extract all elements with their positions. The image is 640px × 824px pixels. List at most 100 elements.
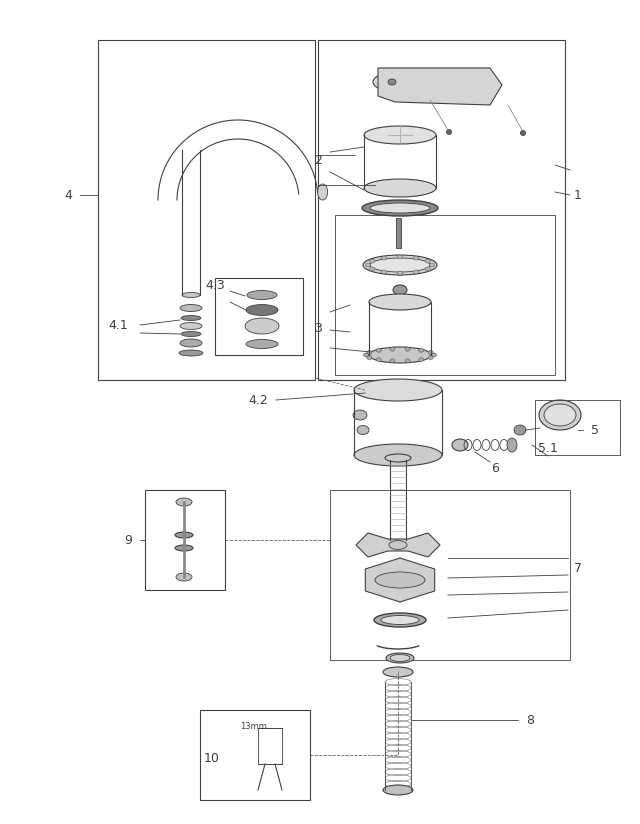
Ellipse shape [376,358,381,362]
Ellipse shape [425,267,430,271]
Ellipse shape [364,353,369,357]
Ellipse shape [181,331,201,336]
Ellipse shape [180,305,202,311]
Ellipse shape [447,129,451,134]
Ellipse shape [376,349,381,353]
Text: 1: 1 [574,189,582,202]
Ellipse shape [364,126,436,144]
Ellipse shape [428,350,433,354]
Ellipse shape [367,356,372,359]
Text: 4.3: 4.3 [205,279,225,292]
Ellipse shape [367,350,372,354]
Text: 2: 2 [314,153,322,166]
Text: 8: 8 [526,714,534,727]
Text: 5.1: 5.1 [538,442,558,455]
Ellipse shape [425,259,430,263]
Ellipse shape [179,350,203,356]
Ellipse shape [393,285,407,295]
Ellipse shape [514,425,526,435]
Ellipse shape [354,379,442,401]
Ellipse shape [388,79,396,85]
Text: 4: 4 [64,189,72,202]
Ellipse shape [544,404,576,426]
Text: 13mm: 13mm [240,722,267,731]
Ellipse shape [507,438,517,452]
Bar [145,490,225,590]
Ellipse shape [397,255,403,259]
Ellipse shape [375,572,425,588]
Ellipse shape [390,347,395,351]
Ellipse shape [405,347,410,351]
Bar [396,218,401,248]
Ellipse shape [539,400,581,430]
Ellipse shape [365,263,371,267]
Ellipse shape [390,654,410,662]
Bar [258,728,282,764]
Ellipse shape [357,425,369,434]
Text: 9: 9 [124,533,132,546]
Text: 3: 3 [314,321,322,335]
Ellipse shape [369,347,431,363]
Ellipse shape [389,541,407,550]
Ellipse shape [246,305,278,316]
Ellipse shape [520,130,525,135]
Ellipse shape [381,270,387,274]
Ellipse shape [405,358,410,363]
Bar [335,215,555,375]
Ellipse shape [364,179,436,197]
Ellipse shape [374,613,426,627]
Bar [215,278,303,355]
Ellipse shape [431,353,436,357]
Ellipse shape [370,267,375,271]
Ellipse shape [386,653,414,663]
Text: 4.2: 4.2 [248,394,268,406]
Ellipse shape [362,200,438,216]
Ellipse shape [429,263,435,267]
Ellipse shape [247,291,277,299]
Text: 10: 10 [204,751,220,765]
Ellipse shape [354,444,442,466]
Text: 6: 6 [491,461,499,475]
Bar [200,710,310,800]
Ellipse shape [180,339,202,347]
Ellipse shape [370,258,430,272]
Ellipse shape [452,439,468,451]
Ellipse shape [419,349,424,353]
Ellipse shape [413,270,419,274]
Ellipse shape [182,293,200,297]
Ellipse shape [385,454,411,462]
Bar [330,490,570,660]
Ellipse shape [245,318,279,334]
Ellipse shape [397,271,403,275]
Ellipse shape [419,358,424,362]
Ellipse shape [383,667,413,677]
Ellipse shape [370,203,430,213]
Ellipse shape [428,356,433,359]
Ellipse shape [175,545,193,551]
Bar [318,40,565,380]
Polygon shape [365,558,435,602]
Text: 5: 5 [591,424,599,437]
Ellipse shape [373,73,411,91]
Ellipse shape [363,255,437,275]
Ellipse shape [317,184,328,200]
Ellipse shape [370,259,375,263]
Ellipse shape [381,616,419,625]
Bar [98,40,315,380]
Ellipse shape [390,358,395,363]
Ellipse shape [413,256,419,260]
Ellipse shape [176,498,192,506]
Text: 7: 7 [574,561,582,574]
Ellipse shape [175,532,193,538]
Polygon shape [378,68,502,105]
Ellipse shape [176,573,192,581]
Ellipse shape [246,339,278,349]
Ellipse shape [180,322,202,330]
Polygon shape [356,533,440,557]
Ellipse shape [369,294,431,310]
Bar [535,400,620,455]
Ellipse shape [181,316,201,321]
Text: 4.1: 4.1 [108,319,128,331]
Ellipse shape [383,785,413,795]
Ellipse shape [381,76,403,88]
